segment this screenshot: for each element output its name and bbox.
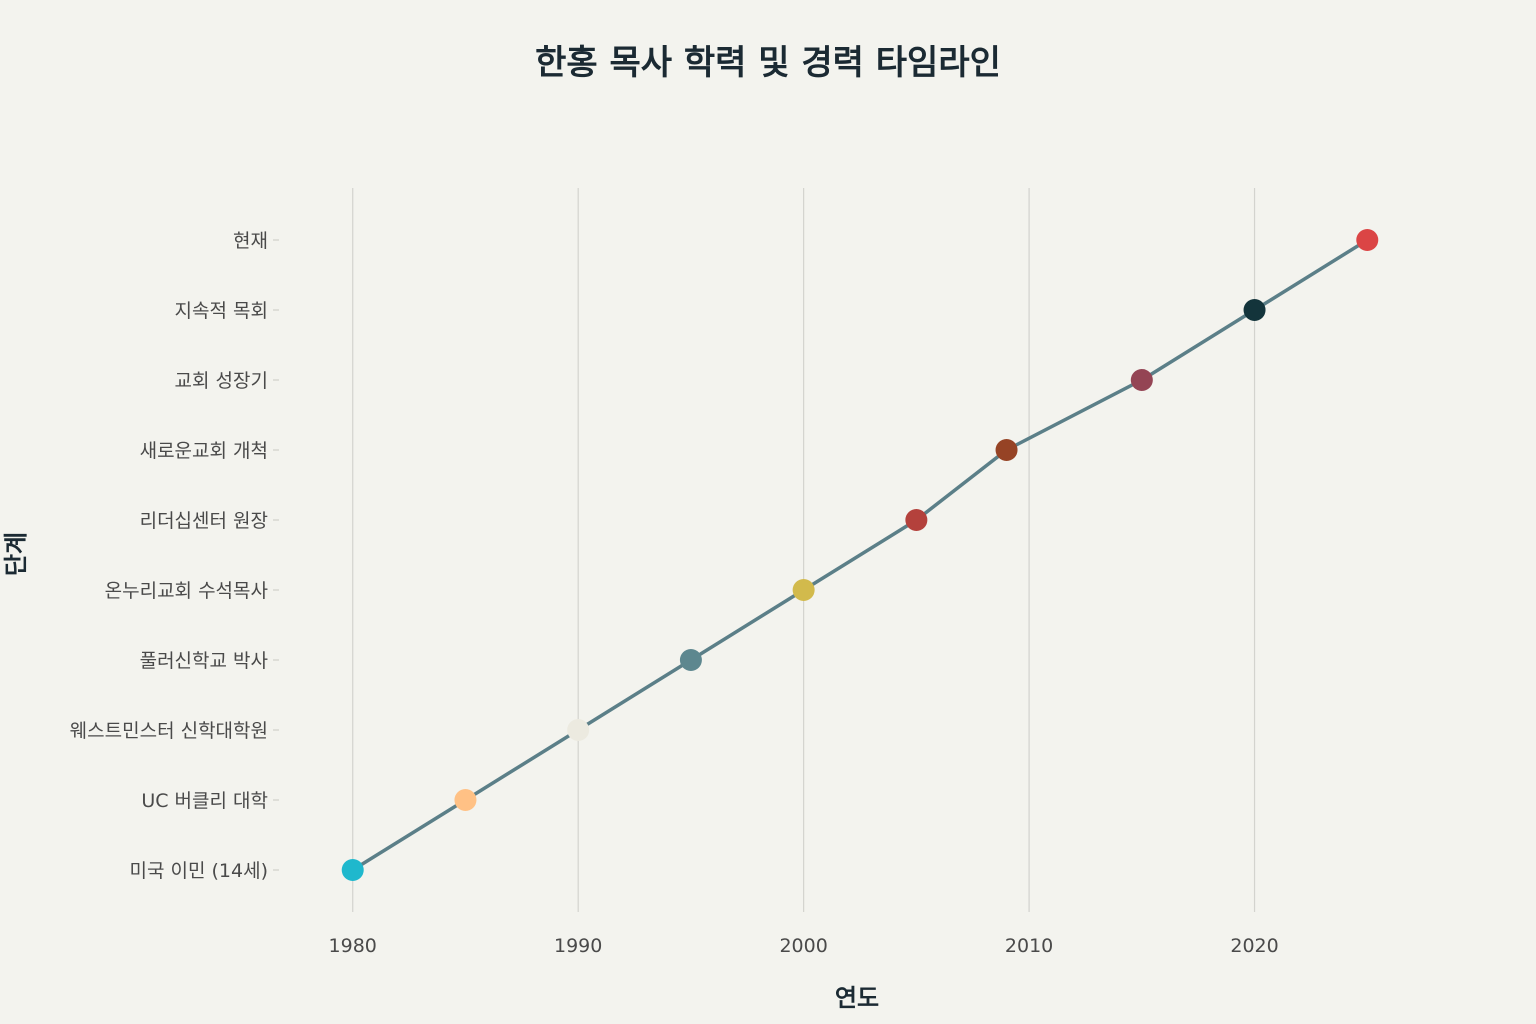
y-tick-label: 새로운교회 개척 <box>140 440 268 462</box>
x-tick-label: 1980 <box>329 935 377 957</box>
x-axis-title: 연도 <box>835 984 879 1012</box>
grid-lines <box>352 188 1256 912</box>
data-point <box>792 579 815 601</box>
data-point <box>454 789 477 811</box>
y-tick-label: 풀러신학교 박사 <box>140 650 268 672</box>
data-point <box>1356 229 1379 251</box>
y-tick-label: 교회 성장기 <box>175 370 268 392</box>
data-point <box>567 719 590 741</box>
data-point <box>679 649 702 671</box>
y-tick-label: 지속적 목회 <box>175 300 268 322</box>
chart-title: 한홍 목사 학력 및 경력 타임라인 <box>535 43 1001 83</box>
data-point <box>341 859 364 881</box>
y-tick-label: 리더십센터 원장 <box>140 510 268 532</box>
y-tick-label: 웨스트민스터 신학대학원 <box>70 720 268 742</box>
x-tick-label: 2010 <box>1005 935 1053 957</box>
data-point <box>995 439 1018 461</box>
x-tick-label: 1990 <box>554 935 602 957</box>
y-tick-label: 미국 이민 (14세) <box>130 860 268 882</box>
data-point <box>1130 369 1153 391</box>
data-points <box>341 229 1379 881</box>
y-tick-label: 현재 <box>233 230 268 252</box>
x-axis-ticks: 1980 1990 2000 2010 2020 <box>329 935 1279 957</box>
series-line <box>351 238 1369 872</box>
y-tick-label: 온누리교회 수석목사 <box>105 580 268 602</box>
data-point <box>1243 299 1266 321</box>
y-axis-ticks: 미국 이민 (14세) UC 버클리 대학 웨스트민스터 신학대학원 풀러신학교 박사… <box>70 230 279 882</box>
data-point <box>905 509 928 531</box>
y-axis-title: 단계 <box>2 532 30 576</box>
y-tick-label: UC 버클리 대학 <box>141 790 268 812</box>
x-tick-label: 2020 <box>1230 935 1278 957</box>
x-tick-label: 2000 <box>779 935 827 957</box>
